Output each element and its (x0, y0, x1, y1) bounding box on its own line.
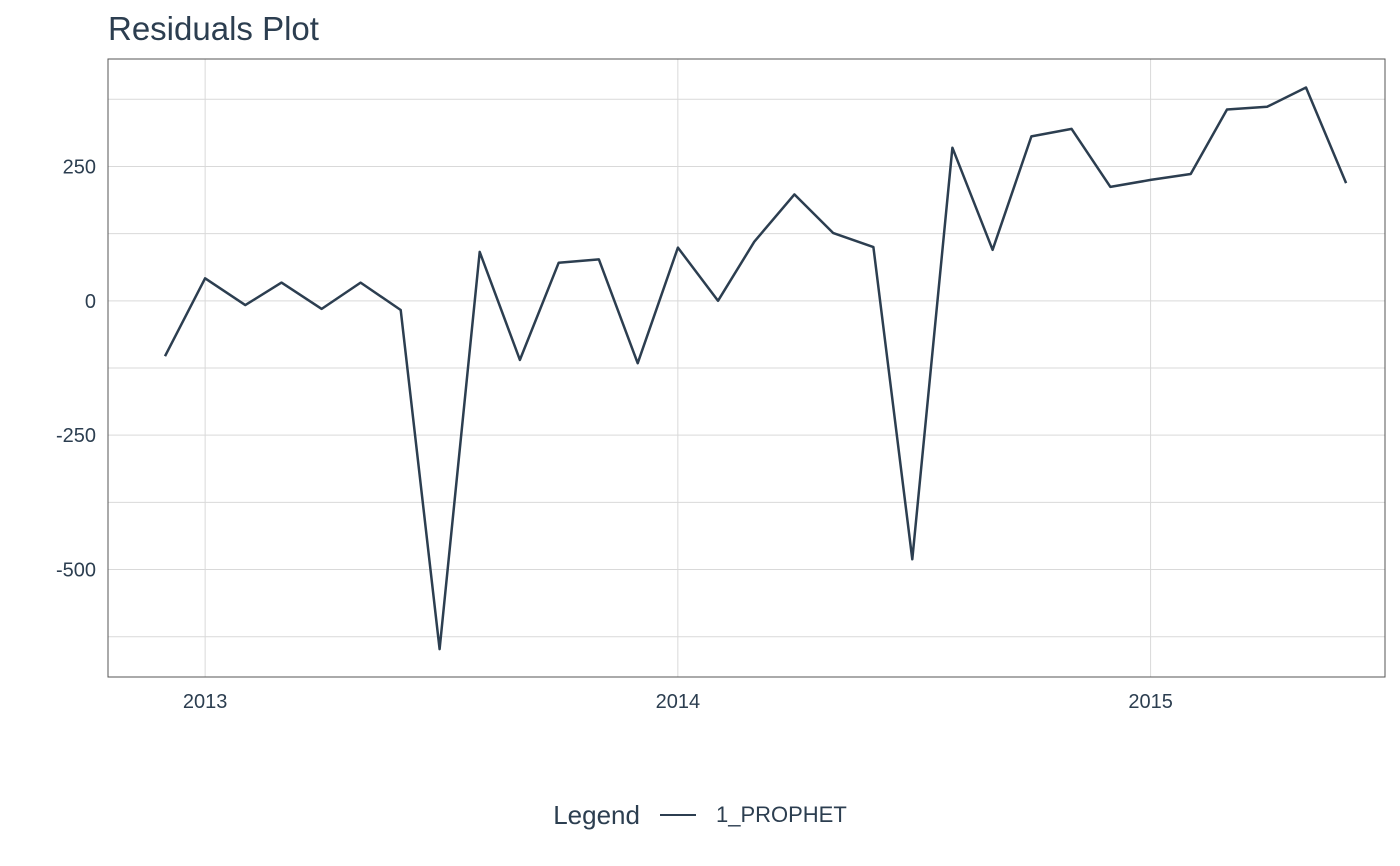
grid-layer (108, 59, 1385, 677)
x-tick-label: 2015 (1128, 691, 1173, 713)
series-layer (163, 86, 1348, 651)
x-tick-label: 2013 (183, 691, 228, 713)
y-axis-tick-labels: 250 0 -250 -500 (56, 156, 96, 581)
y-tick-label: -250 (56, 425, 96, 447)
chart-title: Residuals Plot (108, 10, 319, 47)
legend-key-line (659, 814, 696, 816)
series-line-1-prophet (163, 86, 1348, 651)
y-tick-label: 0 (85, 291, 96, 313)
x-axis-tick-labels: 2013 2014 2015 (183, 691, 1173, 713)
legend-title: Legend (553, 799, 640, 830)
y-tick-label: -500 (56, 560, 96, 582)
y-tick-label: 250 (63, 156, 96, 178)
legend: Legend 1_PROPHET (0, 795, 1400, 835)
x-tick-label: 2014 (656, 691, 701, 713)
plot-border (107, 58, 1386, 678)
legend-label-1-prophet: 1_PROPHET (715, 802, 847, 827)
